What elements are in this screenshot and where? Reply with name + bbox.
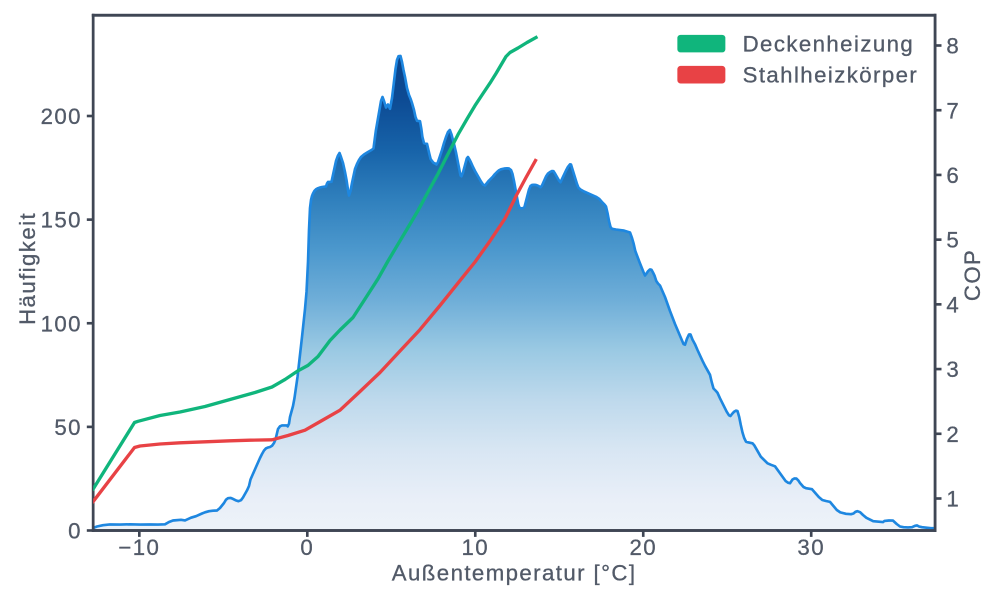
- svg-text:0: 0: [68, 519, 82, 544]
- svg-text:10: 10: [461, 535, 489, 560]
- svg-text:20: 20: [629, 535, 657, 560]
- svg-text:COP: COP: [960, 249, 985, 301]
- svg-text:150: 150: [41, 208, 82, 233]
- svg-text:50: 50: [54, 415, 82, 440]
- svg-text:Häufigkeit: Häufigkeit: [15, 212, 40, 325]
- svg-text:8: 8: [946, 34, 960, 59]
- svg-text:Deckenheizung: Deckenheizung: [743, 31, 915, 56]
- svg-text:3: 3: [946, 357, 960, 382]
- svg-text:0: 0: [300, 535, 314, 560]
- svg-text:30: 30: [797, 535, 825, 560]
- svg-text:4: 4: [946, 292, 960, 317]
- svg-text:Außentemperatur [°C]: Außentemperatur [°C]: [392, 560, 637, 585]
- svg-text:5: 5: [946, 228, 960, 253]
- svg-text:100: 100: [41, 311, 82, 336]
- svg-text:6: 6: [946, 163, 960, 188]
- svg-text:1: 1: [946, 487, 960, 512]
- svg-text:Stahlheizkörper: Stahlheizkörper: [743, 62, 919, 87]
- svg-text:−10: −10: [118, 535, 160, 560]
- svg-text:2: 2: [946, 422, 960, 447]
- svg-text:7: 7: [946, 98, 960, 123]
- svg-text:200: 200: [41, 104, 82, 129]
